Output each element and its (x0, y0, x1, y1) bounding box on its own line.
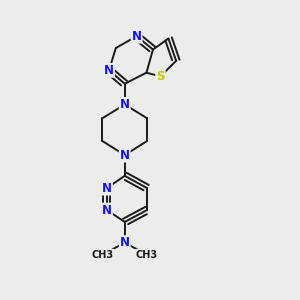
Text: N: N (102, 203, 112, 217)
Text: N: N (120, 98, 130, 111)
Text: N: N (132, 30, 142, 43)
Text: N: N (120, 148, 130, 162)
Text: N: N (104, 64, 114, 77)
Text: S: S (156, 70, 165, 83)
Text: CH3: CH3 (136, 250, 158, 260)
Text: N: N (102, 182, 112, 194)
Text: CH3: CH3 (92, 250, 113, 260)
Text: N: N (120, 236, 130, 249)
